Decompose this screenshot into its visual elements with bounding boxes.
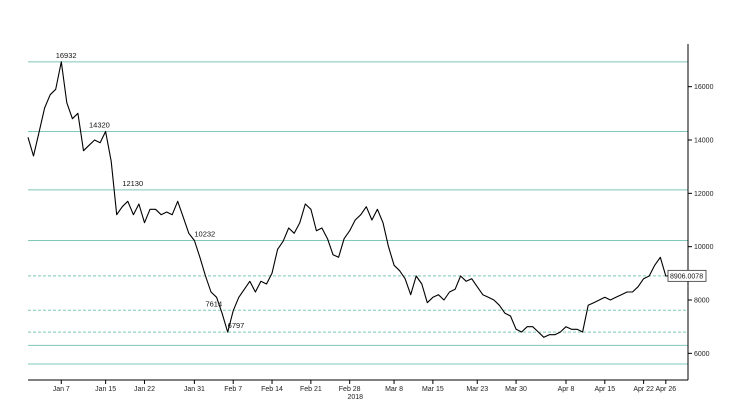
x-tick-label-6: Feb 21 [300,386,322,393]
x-tick-label-0: Jan 7 [53,386,70,393]
x-tick-label-13: Apr 15 [594,386,615,393]
x-tick-label-2: Jan 22 [134,386,155,393]
level-label-1: 14320 [89,120,110,129]
y-tick-label-4: 14000 [694,138,714,145]
y-tick-label-5: 16000 [694,84,714,91]
x-tick-label-12: Apr 8 [558,386,575,393]
x-tick-label-5: Feb 14 [261,386,283,393]
x-tick-label-11: Mar 30 [505,386,527,393]
price-line [27,61,672,338]
y-axis: 6000 8000 10000 12000 14000 16000 [687,44,714,380]
y-tick-label-3: 12000 [694,191,714,198]
horizontal-levels [28,61,688,365]
price-series [27,61,672,338]
x-tick-label-4: Feb 7 [224,386,242,393]
last-value-box [667,269,707,282]
x-tick-label-7: Feb 28 [339,386,361,393]
level-annotations: 16932 14320 12130 10232 7614 6797 [56,51,245,330]
y-tick-label-0: 6000 [694,351,710,358]
x-tick-label-14: Apr 22 [633,386,654,393]
x-tick-label-3: Jan 31 [184,386,205,393]
last-value-badge: 8906.0078 [667,269,707,282]
y-tick-label-1: 8000 [694,298,710,305]
x-tick-label-15: Apr 26 [656,386,677,393]
x-tick-label-9: Mar 15 [422,386,444,393]
x-tick-label-1: Jan 15 [95,386,116,393]
y-tick-label-2: 10000 [694,244,714,251]
last-value-label: 8906.0078 [670,273,703,280]
level-label-0: 16932 [56,51,77,60]
level-label-2: 12130 [122,179,143,188]
x-axis: 2018 Jan 7 Jan 15 Jan 22 Jan 31 Feb 7 Feb 14 F… [28,379,688,401]
x-tick-label-8: Mar 8 [385,386,403,393]
year-label: 2018 [347,394,363,401]
level-label-4: 7614 [205,299,222,308]
x-tick-label-10: Mar 23 [466,386,488,393]
level-label-5: 6797 [228,321,245,330]
level-label-3: 10232 [194,229,215,238]
